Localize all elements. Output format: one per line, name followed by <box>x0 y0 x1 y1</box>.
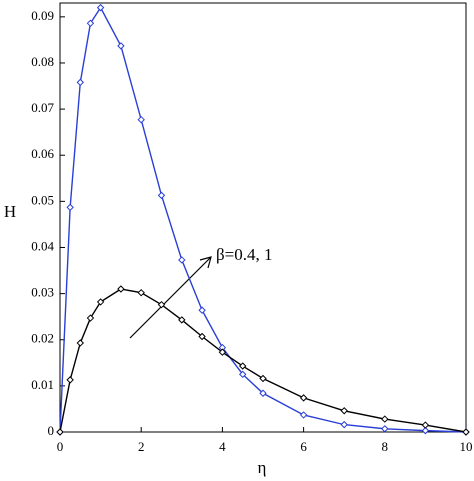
marker <box>198 306 206 314</box>
marker <box>259 389 267 397</box>
y-tick-label: 0.03 <box>31 285 54 300</box>
x-tick-label: 8 <box>382 439 389 454</box>
y-tick-label: 0.02 <box>31 331 54 346</box>
marker <box>218 348 227 356</box>
marker <box>299 411 308 419</box>
x-tick-label: 4 <box>219 439 226 454</box>
marker <box>76 78 85 87</box>
plot-frame <box>59 2 467 433</box>
annotation-arrow <box>129 257 211 339</box>
series-line <box>59 288 467 433</box>
marker <box>381 415 389 423</box>
marker <box>117 42 125 50</box>
x-axis-label: η <box>258 458 267 477</box>
marker <box>76 339 85 347</box>
marker <box>157 300 166 309</box>
marker <box>340 420 348 429</box>
annotation: β=0.4, 1 <box>216 245 273 264</box>
y-tick-label: 0.07 <box>31 100 54 115</box>
x-tick-label: 2 <box>138 439 145 454</box>
y-tick-label: 0.01 <box>31 377 54 392</box>
y-tick-label: 0.04 <box>31 238 54 253</box>
y-tick-label: 0.09 <box>31 8 54 23</box>
marker <box>96 3 105 12</box>
marker <box>86 314 95 322</box>
marker <box>198 332 206 341</box>
marker <box>96 298 105 306</box>
marker <box>178 256 186 264</box>
marker <box>340 407 348 415</box>
y-tick-label: 0.08 <box>31 54 54 69</box>
y-tick-label: 0 <box>48 423 55 438</box>
marker <box>238 362 247 370</box>
marker <box>259 374 267 383</box>
x-tick-label: 6 <box>300 439 307 454</box>
marker <box>86 19 95 28</box>
marker <box>66 203 74 212</box>
x-tick-label: 0 <box>57 439 64 454</box>
marker <box>56 428 64 436</box>
y-tick-label: 0.05 <box>31 192 54 207</box>
marker <box>137 288 145 297</box>
marker <box>299 394 308 402</box>
x-tick-label: 10 <box>460 439 473 454</box>
y-axis-label: H <box>4 202 16 221</box>
y-tick-label: 0.06 <box>31 146 54 161</box>
marker <box>66 376 74 384</box>
marker <box>421 421 430 429</box>
marker <box>381 425 389 433</box>
marker <box>137 115 145 124</box>
marker <box>178 316 186 324</box>
marker <box>117 285 125 293</box>
marker <box>238 370 247 379</box>
marker <box>462 428 470 436</box>
marker <box>157 191 166 200</box>
arrow-head <box>199 256 212 269</box>
marker <box>421 426 430 435</box>
series-line <box>59 6 467 433</box>
